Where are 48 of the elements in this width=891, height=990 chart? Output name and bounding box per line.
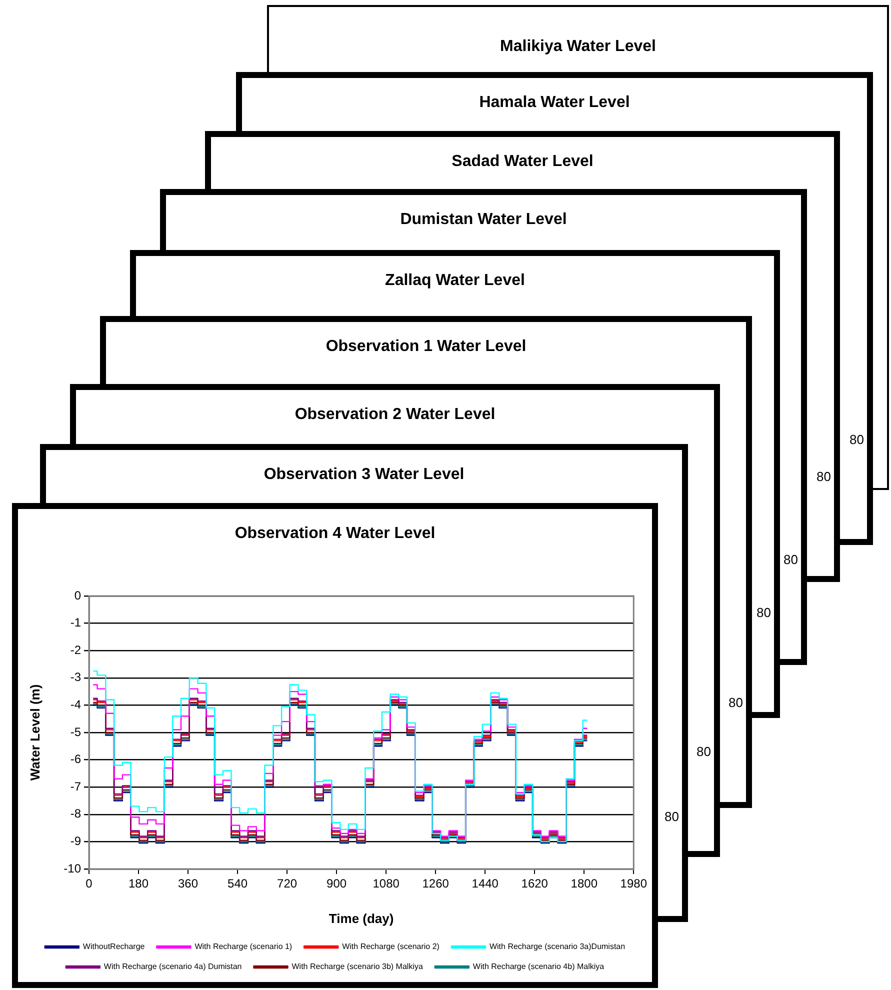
chart-title: Observation 4 Water Level bbox=[234, 525, 436, 543]
text: 80 bbox=[696, 744, 711, 759]
y-tick-label: -7 bbox=[70, 779, 82, 794]
text: Hamala Water Level bbox=[478, 94, 631, 112]
y-tick-label: -1 bbox=[70, 616, 82, 630]
legend-label: WithoutRecharge bbox=[82, 942, 146, 952]
y-tick-label: -6 bbox=[70, 752, 82, 766]
x-tick-label: 1800 bbox=[570, 876, 598, 891]
text: Observation 2 Water Level bbox=[294, 406, 496, 424]
text: Observation 1 Water Level bbox=[324, 338, 528, 356]
y-axis-title: Water Level (m) bbox=[27, 684, 42, 781]
text: 80 bbox=[664, 809, 679, 824]
x-tick-label: 360 bbox=[178, 876, 198, 891]
legend-label: With Recharge (scenario 1) bbox=[194, 942, 292, 952]
legend-label: With Recharge (scenario 3a)Dumistan bbox=[489, 942, 626, 952]
legend-label: With Recharge (scenario 4b) Malkiya bbox=[472, 962, 605, 972]
y-tick-label: -10 bbox=[64, 861, 82, 876]
text: Malikiya Water Level bbox=[499, 38, 657, 56]
text: 80 bbox=[850, 432, 864, 447]
legend-label: With Recharge (scenario 2) bbox=[342, 942, 440, 952]
legend-label: With Recharge (scenario 4a) Dumistan bbox=[104, 962, 242, 972]
x-axis-title: Time (day) bbox=[328, 910, 394, 926]
x-tick-label: 720 bbox=[277, 876, 298, 891]
y-tick-label: 0 bbox=[74, 588, 82, 602]
x-tick-label: 1080 bbox=[372, 876, 400, 891]
text: 80 bbox=[784, 552, 798, 567]
y-tick-label: -9 bbox=[70, 834, 82, 848]
y-tick-label: -2 bbox=[70, 642, 82, 657]
text: Dumistan Water Level bbox=[399, 211, 568, 229]
x-tick-label: 1620 bbox=[521, 876, 548, 891]
y-tick-label: -8 bbox=[70, 806, 82, 821]
y-tick-label: -4 bbox=[70, 698, 82, 712]
x-tick-label: 1980 bbox=[620, 876, 648, 891]
text: 80 bbox=[816, 469, 831, 484]
x-tick-label: 540 bbox=[228, 876, 248, 891]
x-tick-label: 1260 bbox=[422, 876, 450, 891]
y-tick-label: -5 bbox=[70, 724, 82, 739]
x-tick-label: 0 bbox=[86, 876, 93, 891]
text: 80 bbox=[728, 695, 743, 710]
y-tick-label: -3 bbox=[70, 670, 82, 684]
text: Zallaq Water Level bbox=[384, 272, 526, 290]
x-tick-label: 900 bbox=[326, 876, 347, 891]
text: 80 bbox=[756, 605, 771, 620]
x-tick-label: 1440 bbox=[472, 876, 499, 891]
x-tick-label: 180 bbox=[128, 876, 149, 891]
text: Observation 3 Water Level bbox=[262, 466, 466, 484]
legend-label: With Recharge (scenario 3b) Malkiya bbox=[292, 962, 424, 972]
text: Sadad Water Level bbox=[450, 153, 594, 171]
